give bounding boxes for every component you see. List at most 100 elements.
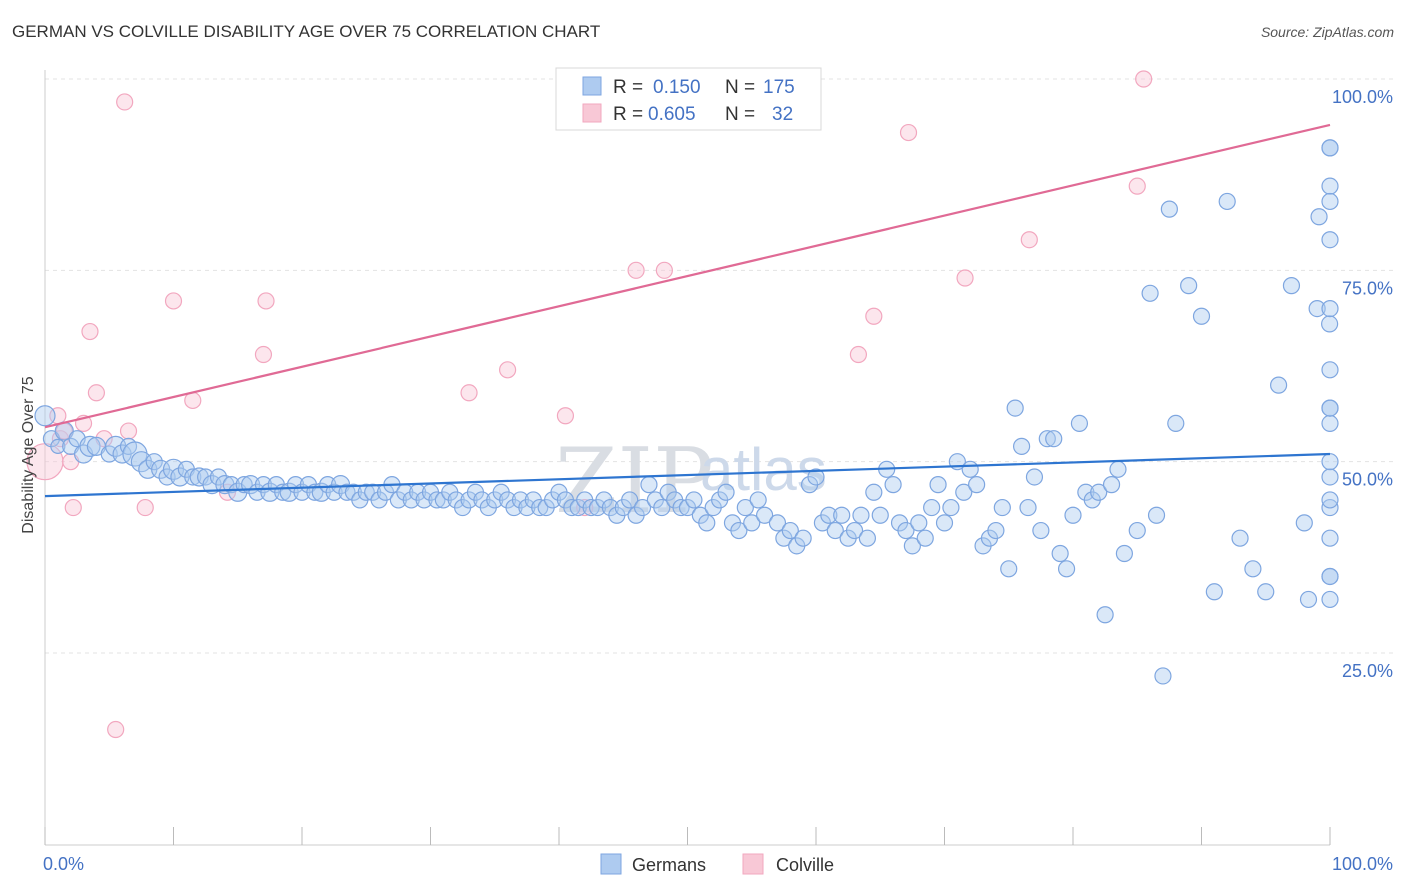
colville-point bbox=[257, 292, 275, 310]
german-point bbox=[749, 491, 767, 509]
german-point bbox=[852, 506, 870, 524]
german-point bbox=[1057, 560, 1076, 578]
y-tick-label-50: 50.0% bbox=[1342, 470, 1393, 490]
german-point bbox=[993, 498, 1011, 517]
german-point bbox=[1295, 514, 1313, 532]
german-point bbox=[1019, 498, 1037, 517]
colville-point bbox=[556, 407, 575, 425]
german-point bbox=[743, 514, 761, 532]
colville-point bbox=[107, 720, 125, 739]
german-point bbox=[1102, 476, 1121, 494]
german-point bbox=[1038, 430, 1056, 448]
german-point bbox=[1012, 437, 1031, 455]
german-point bbox=[730, 521, 748, 540]
german-point bbox=[942, 498, 960, 517]
german-point bbox=[1160, 200, 1178, 218]
german-point bbox=[640, 476, 658, 494]
german-point bbox=[961, 460, 979, 478]
colville-n-label: N = bbox=[725, 104, 755, 125]
german-point bbox=[897, 521, 915, 540]
colville-point bbox=[627, 261, 645, 279]
germans-n-value: 175 bbox=[763, 77, 795, 98]
chart-title: GERMAN VS COLVILLE DISABILITY AGE OVER 7… bbox=[12, 22, 601, 41]
german-point bbox=[184, 468, 202, 486]
german-point bbox=[685, 491, 703, 509]
x-tick-labels: 0.0% 100.0% bbox=[43, 854, 1393, 874]
german-point bbox=[768, 514, 787, 532]
colville-point bbox=[849, 345, 868, 364]
german-point bbox=[1308, 300, 1326, 318]
colville-point bbox=[1128, 177, 1146, 195]
germans-r-label: R = bbox=[613, 77, 643, 98]
german-point bbox=[1154, 667, 1172, 685]
german-point bbox=[820, 506, 838, 524]
german-point bbox=[1192, 307, 1211, 325]
german-point bbox=[698, 514, 716, 532]
german-point bbox=[1282, 277, 1301, 295]
colville-trend-line bbox=[44, 123, 1331, 429]
german-point bbox=[826, 521, 844, 540]
y-tick-label-75: 75.0% bbox=[1342, 278, 1393, 298]
german-point bbox=[1051, 544, 1069, 563]
colville-point bbox=[899, 123, 918, 142]
german-point bbox=[1321, 139, 1339, 157]
colville-point bbox=[956, 269, 974, 287]
germans-legend-swatch bbox=[582, 76, 602, 96]
german-point bbox=[582, 498, 600, 517]
german-point bbox=[1070, 414, 1089, 432]
german-point bbox=[1321, 231, 1339, 249]
colville-r-value: 0.605 bbox=[648, 104, 696, 125]
german-point bbox=[1115, 544, 1134, 563]
german-point bbox=[903, 537, 921, 555]
german-point bbox=[1032, 521, 1050, 540]
colville-point bbox=[1020, 231, 1038, 249]
colville-legend-swatch bbox=[582, 103, 602, 123]
german-point bbox=[1257, 583, 1275, 601]
german-point bbox=[633, 498, 652, 517]
german-point bbox=[79, 435, 101, 457]
german-point bbox=[653, 498, 671, 517]
colville-point bbox=[499, 361, 517, 379]
german-point bbox=[1096, 606, 1114, 624]
german-point bbox=[794, 529, 812, 547]
german-point bbox=[923, 498, 941, 517]
german-point bbox=[1231, 529, 1249, 547]
watermark-zip: ZIP bbox=[555, 429, 714, 534]
germans-n-label: N = bbox=[725, 77, 755, 98]
chart-source: Source: ZipAtlas.com bbox=[1260, 24, 1394, 40]
german-point bbox=[50, 438, 66, 454]
german-point bbox=[145, 453, 163, 471]
german-point bbox=[1205, 583, 1223, 601]
german-point bbox=[1045, 430, 1063, 448]
german-point bbox=[672, 498, 690, 517]
german-point bbox=[1321, 453, 1339, 471]
colville-point bbox=[865, 307, 883, 325]
german-point bbox=[34, 405, 56, 427]
german-point bbox=[884, 476, 902, 494]
grid-lines bbox=[45, 78, 1395, 654]
german-point bbox=[1321, 590, 1339, 609]
y-tick-labels: 25.0% 50.0% 75.0% 100.0% bbox=[1332, 87, 1393, 681]
german-point bbox=[1147, 506, 1166, 524]
colville-points bbox=[26, 70, 1153, 739]
german-point bbox=[1141, 284, 1159, 302]
german-point bbox=[916, 529, 934, 547]
german-point bbox=[858, 529, 877, 547]
german-point bbox=[357, 483, 375, 501]
y-tick-label-25: 25.0% bbox=[1342, 661, 1393, 681]
trend-lines bbox=[44, 123, 1331, 498]
germans-bottom-swatch bbox=[600, 853, 622, 875]
german-point bbox=[1180, 277, 1198, 295]
colville-point bbox=[1135, 70, 1153, 88]
german-point bbox=[531, 498, 549, 517]
german-point bbox=[621, 491, 639, 509]
german-point bbox=[807, 468, 825, 486]
german-point bbox=[1321, 300, 1339, 318]
german-point bbox=[1321, 177, 1339, 195]
colville-point bbox=[460, 384, 478, 402]
german-point bbox=[197, 468, 215, 486]
germans-r-value: 0.150 bbox=[653, 77, 701, 98]
german-point bbox=[563, 498, 581, 517]
stats-legend: R = 0.150 N = 175 R = 0.605 N = 32 bbox=[555, 67, 822, 131]
german-point bbox=[222, 476, 240, 494]
